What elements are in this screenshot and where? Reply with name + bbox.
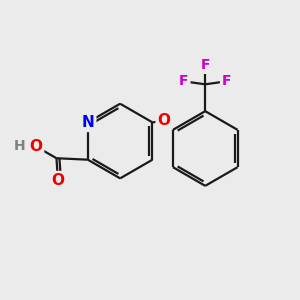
Text: F: F <box>179 74 188 88</box>
Text: O: O <box>52 173 64 188</box>
Text: O: O <box>158 113 171 128</box>
Text: O: O <box>29 139 42 154</box>
Text: N: N <box>81 115 94 130</box>
Text: H: H <box>14 139 26 153</box>
Text: F: F <box>200 58 210 72</box>
Text: F: F <box>222 74 232 88</box>
